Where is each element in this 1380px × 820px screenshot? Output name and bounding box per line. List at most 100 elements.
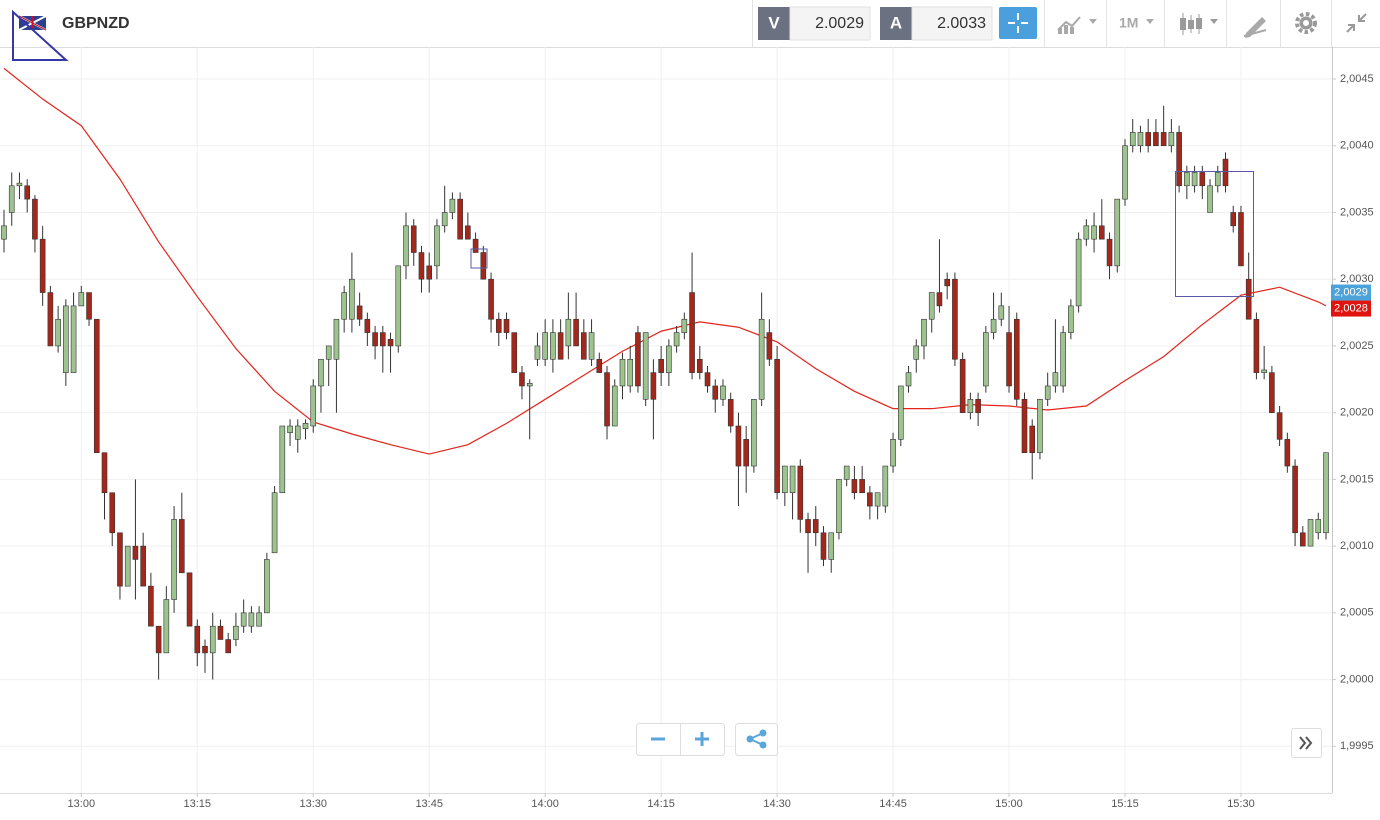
candle-body [140,545,146,587]
candle-body [836,479,842,534]
candle-body [874,492,881,507]
y-tick-label: 2,0030 [1340,273,1374,285]
candle-body [372,332,378,347]
candle-body [1214,172,1221,187]
candle-body [542,332,548,360]
candle-body [913,345,920,360]
y-tick-label: 2,0005 [1340,607,1374,619]
candle-body [1168,132,1175,147]
bid-label: V [768,13,780,32]
candle-body [488,278,494,320]
candle-body [696,358,703,373]
candle-body [1122,145,1128,200]
candle-body [1292,465,1298,534]
symbol: GBPNZD [62,15,130,32]
candle-body [294,425,301,440]
timeframe[interactable]: 1M [1119,15,1138,31]
y-tick-label: 2,0015 [1340,473,1374,485]
candle-body [681,318,688,333]
candle-body [867,492,873,507]
candle-body [526,383,533,387]
candle-body [163,599,170,654]
candle-body [248,612,255,627]
candle-body [1238,212,1244,267]
settings-button[interactable] [1295,12,1317,34]
candle-body [410,225,417,253]
rectangle-drawing [470,248,488,269]
candle-body [325,345,332,360]
candle-body [666,345,672,373]
candle-body [310,385,317,427]
candle-body [472,238,479,253]
ask-label-box [880,7,912,40]
bid-box[interactable] [789,6,871,41]
candle-body [1207,185,1213,213]
candle-body [32,198,38,240]
rectangle-drawing [1175,171,1254,297]
candle-body [179,519,185,574]
candle-body [1176,132,1182,187]
collapse-button[interactable] [1346,13,1367,33]
zoom-in-button[interactable] [695,732,709,746]
crosshair-button[interactable] [999,7,1037,39]
toolbar [0,0,1380,47]
candle-body [240,612,247,627]
candle-body [1145,132,1151,147]
candle-body [782,465,788,494]
candle-body [1091,225,1097,240]
y-tick-label: 2,0010 [1340,540,1374,552]
candle-body [975,399,981,413]
candle-body [1269,372,1275,413]
candle-body [47,292,54,347]
candle-body [202,645,208,654]
candle-body [1037,399,1043,453]
candle-body [642,332,649,400]
candle-body [279,425,286,494]
share-button[interactable] [735,723,778,756]
candle-body [797,465,804,520]
candle-body [1114,198,1121,267]
candle-body [39,238,46,293]
candle-body [302,423,309,429]
candle-body [101,452,108,494]
candle-body [611,385,618,427]
chart-type-button[interactable] [1057,16,1097,34]
candle-body [596,358,603,373]
candle-body [720,385,726,400]
candle-body [356,305,363,320]
candle-body [24,185,30,200]
candle-body [1075,238,1082,307]
candle-body [318,358,324,387]
candle-body [70,305,77,373]
candle-body [967,399,974,413]
candle-body [1222,158,1229,187]
candle-body [1013,318,1020,400]
candle-body [209,625,216,654]
candle-body [403,225,409,267]
candle-body [820,532,827,560]
candle-body [233,625,239,640]
x-tick-label: 14:45 [879,798,907,810]
candle-body [264,559,270,614]
candle-body [449,198,456,213]
candle-body [186,572,193,627]
candle-body [148,585,154,627]
draw-button[interactable] [1243,17,1267,38]
candle-body [851,479,858,494]
candle-body [1129,132,1136,147]
candle-body [1315,519,1322,534]
candle-body [1052,372,1059,387]
price-tag [1331,284,1371,301]
candle-body [727,399,734,427]
candle-body [588,332,595,360]
scroll-to-end-button[interactable] [1291,728,1322,758]
candle-body [581,332,587,360]
candle-style-button[interactable] [1180,13,1218,35]
ask-box[interactable] [911,6,993,41]
x-tick-label: 13:30 [299,798,327,810]
candle-body [1245,278,1252,320]
candle-body [766,332,773,360]
candle-body [1284,439,1291,467]
candle-body [16,182,23,187]
candle-body [387,338,394,347]
